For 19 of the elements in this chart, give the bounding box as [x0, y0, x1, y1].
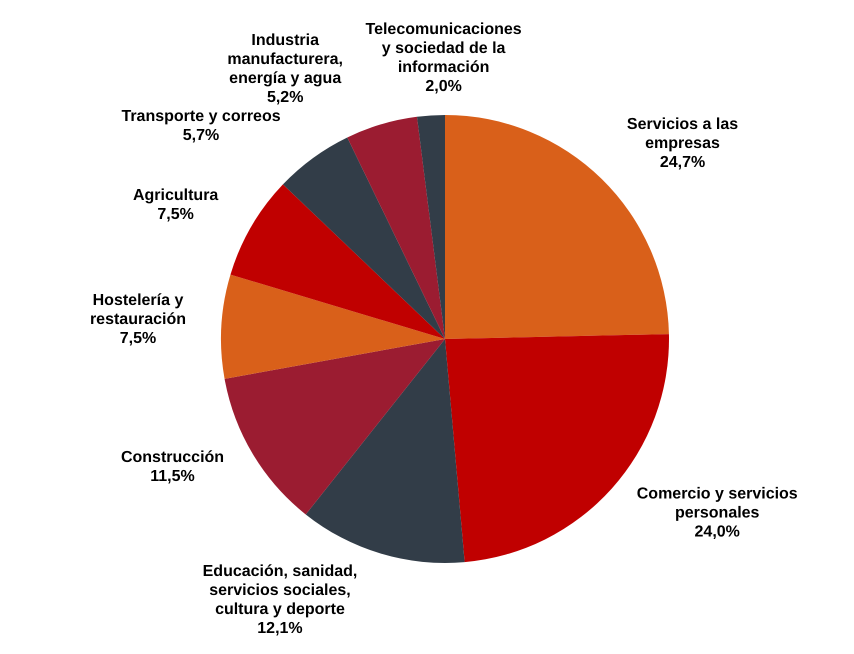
data-label: 11,5% [150, 468, 195, 485]
data-label: 24,7% [660, 154, 706, 171]
data-label: 7,5% [120, 330, 156, 347]
slice-label: Agricultura [132, 186, 218, 204]
slice-label: Construcción [120, 448, 224, 466]
slice-label: Comercio y servicios personales [636, 485, 798, 522]
slice-label: Servicios a las empresas [626, 116, 738, 152]
slice-label: Hostelería y restauración [90, 292, 186, 328]
slice-label: Industria manufacturera, energía y agua [227, 32, 343, 87]
pie-slice [230, 184, 445, 339]
data-label: 5,2% [266, 88, 304, 106]
data-label: 24,0% [694, 523, 740, 540]
slice-label: Educación, sanidad, servicios sociales, cultura y deporte [202, 562, 358, 618]
slice-label: Transporte y correos [121, 108, 281, 126]
data-label: 2,0% [425, 78, 462, 96]
data-label: 12,1% [257, 620, 303, 637]
slice-label: Telecomunicaciones y sociedad de la información [366, 21, 522, 76]
data-label: 7,5% [157, 206, 194, 223]
data-label: 5,7% [182, 127, 220, 144]
